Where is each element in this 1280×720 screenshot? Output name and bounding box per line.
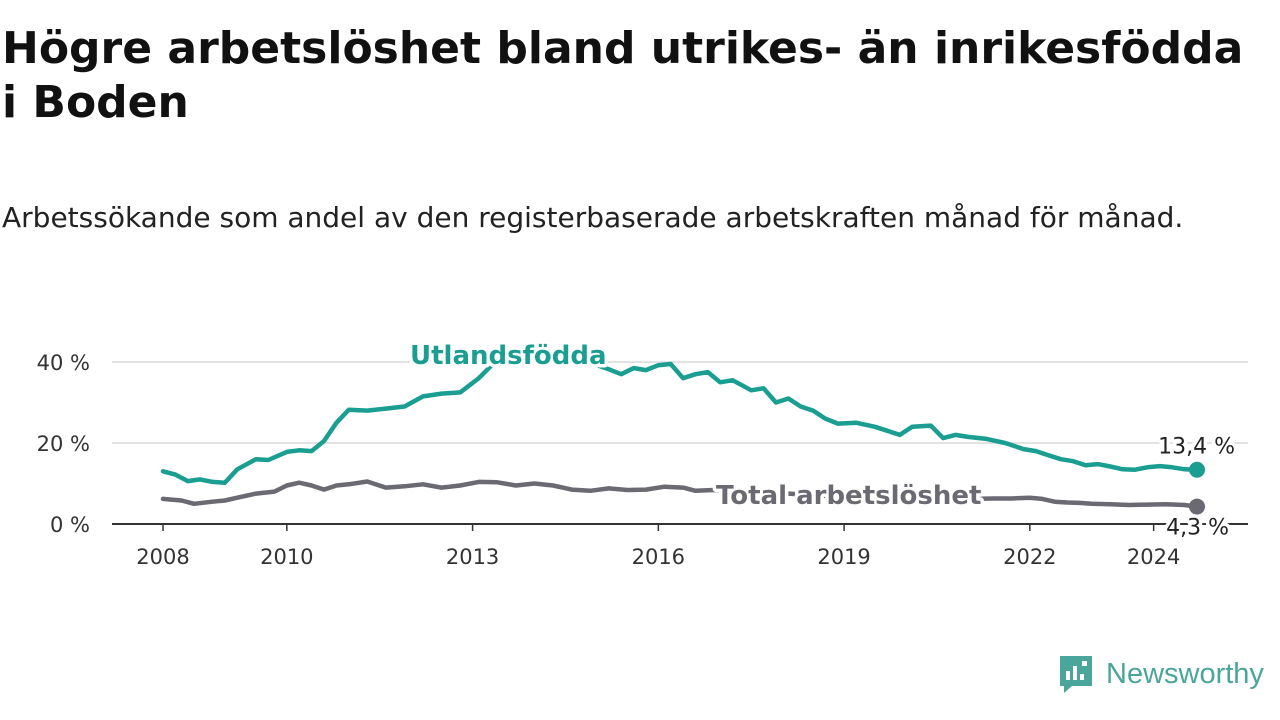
newsworthy-logo-icon xyxy=(1060,656,1092,693)
chart-title: Högre arbetslöshet bland utrikes- än inr… xyxy=(2,23,1244,128)
end-value-label-total: 4,3 % xyxy=(1166,516,1229,541)
end-value-label-utlandsfodda: 13,4 % xyxy=(1158,435,1235,460)
y-tick-label: 20 % xyxy=(37,432,90,456)
series-line-utlandsfodda xyxy=(160,353,1200,485)
series-end-point xyxy=(1189,461,1205,478)
series-line-total xyxy=(160,479,1200,509)
y-tick-label: 0 % xyxy=(50,513,90,537)
end-value-label-total-halo: 4,3 % xyxy=(1166,516,1229,541)
series-label-total-halo: Total arbetslöshet xyxy=(716,481,981,511)
x-tick-label: 2019 xyxy=(817,545,870,569)
series-end-point xyxy=(1189,498,1205,515)
line-chart: 0 % 20 % 40 % 2008 2010 2013 2016 2019 2022 2024… xyxy=(37,338,1248,569)
x-tick-label: 2024 xyxy=(1127,545,1180,569)
series-lines xyxy=(160,353,1205,515)
x-tick-labels: 2008 2010 2013 2016 2019 2022 2024 xyxy=(136,524,1180,569)
chart-subtitle: Arbetssökande som andel av den registerb… xyxy=(2,201,1184,234)
y-gridlines xyxy=(112,361,1248,525)
y-tick-label: 40 % xyxy=(37,351,90,375)
brand-name: Newsworthy xyxy=(1106,657,1264,690)
series-label-total: Total arbetslöshet xyxy=(716,481,981,511)
series-label-utlandsfodda-halo: Utlandsfödda xyxy=(410,341,607,371)
end-value-label-utlandsfodda-halo: 13,4 % xyxy=(1158,435,1235,460)
series-label-utlandsfodda: Utlandsfödda xyxy=(410,341,607,371)
y-tick-labels: 0 % 20 % 40 % xyxy=(37,351,90,537)
x-tick-label: 2016 xyxy=(632,545,685,569)
x-tick-label: 2010 xyxy=(260,545,313,569)
x-tick-label: 2008 xyxy=(136,545,189,569)
x-tick-label: 2022 xyxy=(1003,545,1056,569)
x-tick-label: 2013 xyxy=(446,545,499,569)
newsworthy-logo: Newsworthy xyxy=(1058,654,1264,694)
